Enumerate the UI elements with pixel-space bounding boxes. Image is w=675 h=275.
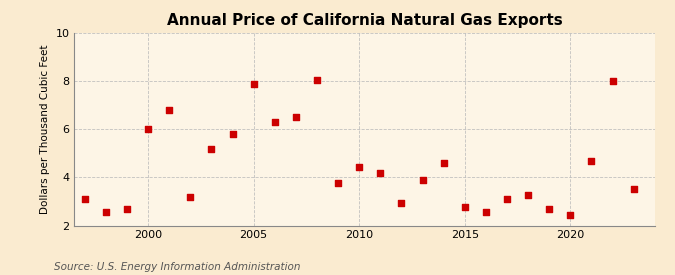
Point <box>164 108 175 112</box>
Point <box>101 210 111 214</box>
Point <box>544 207 555 211</box>
Point <box>586 158 597 163</box>
Point <box>502 197 512 201</box>
Point <box>607 79 618 83</box>
Point <box>312 78 323 82</box>
Point <box>248 81 259 86</box>
Point <box>290 115 301 119</box>
Point <box>185 194 196 199</box>
Point <box>522 193 533 198</box>
Title: Annual Price of California Natural Gas Exports: Annual Price of California Natural Gas E… <box>167 13 562 28</box>
Y-axis label: Dollars per Thousand Cubic Feet: Dollars per Thousand Cubic Feet <box>40 45 50 214</box>
Point <box>354 164 364 169</box>
Point <box>80 197 90 201</box>
Point <box>227 132 238 136</box>
Text: Source: U.S. Energy Information Administration: Source: U.S. Energy Information Administ… <box>54 262 300 272</box>
Point <box>375 170 385 175</box>
Point <box>122 207 132 211</box>
Point <box>269 120 280 124</box>
Point <box>142 127 153 131</box>
Point <box>333 181 344 186</box>
Point <box>628 187 639 192</box>
Point <box>565 213 576 217</box>
Point <box>460 205 470 210</box>
Point <box>396 200 407 205</box>
Point <box>206 146 217 151</box>
Point <box>481 210 491 214</box>
Point <box>417 178 428 182</box>
Point <box>438 161 449 165</box>
